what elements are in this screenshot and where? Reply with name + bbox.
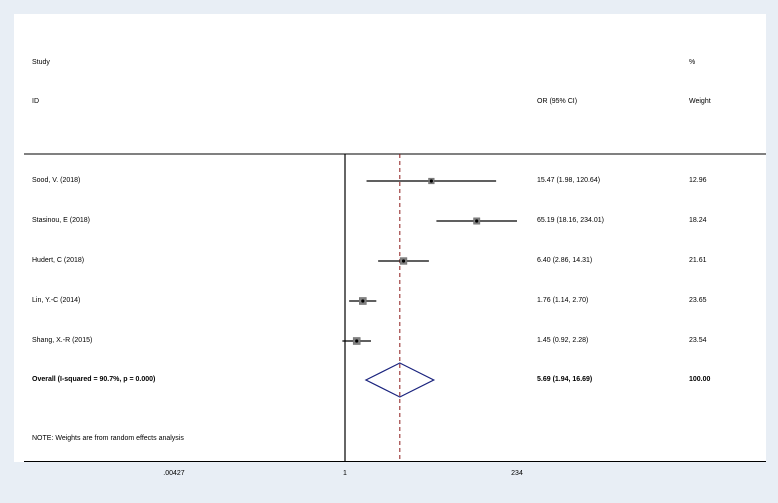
study-weight-text: 18.24 [689, 217, 707, 224]
header-weight: Weight [689, 98, 711, 105]
tick-label-2: 234 [511, 470, 523, 477]
study-weight-text: 23.54 [689, 337, 707, 344]
study-label: Stasinou, E (2018) [32, 217, 90, 224]
study-point-estimate [361, 299, 365, 303]
study-ci-text: 6.40 (2.86, 14.31) [537, 257, 593, 264]
study-point-estimate [429, 179, 433, 183]
study-weight-text: 12.96 [689, 177, 707, 184]
tick-label-1: 1 [343, 470, 347, 477]
study-ci-text: 1.76 (1.14, 2.70) [537, 297, 589, 304]
study-ci-text: 15.47 (1.98, 120.64) [537, 177, 601, 184]
study-label: Hudert, C (2018) [32, 257, 85, 264]
forest-plot [24, 153, 766, 462]
header-percent: % [689, 59, 696, 66]
study-weight-text: 21.61 [689, 257, 707, 264]
study-ci-text: 65.19 (18.16, 234.01) [537, 217, 604, 224]
overall-label: Overall (I-squared = 90.7%, p = 0.000) [32, 376, 156, 383]
study-point-estimate [355, 339, 359, 343]
study-label: Sood, V. (2018) [32, 177, 81, 184]
study-point-estimate [475, 219, 479, 223]
overall-ci-text: 5.69 (1.94, 16.69) [537, 376, 593, 383]
chart-panel: Study ID OR (95% CI) % Weight Sood, V. (… [14, 14, 766, 477]
header-study: Study [32, 59, 50, 66]
header-or: OR (95% CI) [537, 98, 578, 105]
study-label: Lin, Y.-C (2014) [32, 297, 81, 304]
overall-diamond [364, 362, 436, 398]
header-id: ID [32, 98, 39, 105]
study-point-estimate [401, 259, 406, 263]
note-text: NOTE: Weights are from random effects an… [32, 435, 184, 442]
tick-label-0: .00427 [163, 470, 185, 477]
overall-weight-text: 100.00 [689, 376, 711, 383]
study-label: Shang, X.-R (2015) [32, 337, 93, 344]
study-weight-text: 23.65 [689, 297, 707, 304]
study-ci-text: 1.45 (0.92, 2.28) [537, 337, 589, 344]
